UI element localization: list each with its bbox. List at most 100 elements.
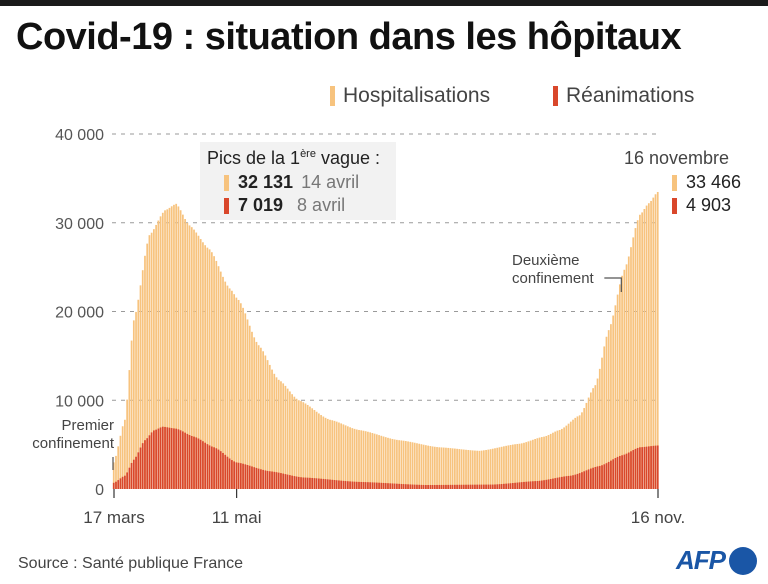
bar-reanimations xyxy=(326,479,329,489)
bar-hospitalisations xyxy=(166,209,169,490)
bar-hospitalisations xyxy=(503,446,505,489)
bar-reanimations xyxy=(309,477,311,489)
bar-reanimations xyxy=(518,482,521,489)
bar-hospitalisations xyxy=(273,373,276,489)
bar-hospitalisations xyxy=(558,429,561,489)
afp-logo: AFP xyxy=(676,545,757,576)
bar-reanimations xyxy=(329,479,331,489)
bar-hospitalisations xyxy=(369,432,372,489)
bar-reanimations xyxy=(358,481,360,489)
bar-reanimations xyxy=(355,481,358,489)
bar-reanimations xyxy=(150,432,153,489)
bar-reanimations xyxy=(202,441,204,489)
bar-reanimations xyxy=(561,476,563,489)
bar-hospitalisations xyxy=(282,383,285,489)
bar-hospitalisations xyxy=(625,264,628,489)
bar-reanimations xyxy=(224,454,227,489)
bar-reanimations xyxy=(478,484,481,489)
bar-reanimations xyxy=(257,468,260,489)
bar-hospitalisations xyxy=(146,243,149,489)
bar-reanimations xyxy=(409,484,412,489)
annotation-second-lockdown-line2: confinement xyxy=(512,270,594,287)
bar-reanimations xyxy=(186,433,189,489)
bar-hospitalisations xyxy=(516,443,519,489)
bar-hospitalisations xyxy=(578,415,581,489)
bar-hospitalisations xyxy=(465,449,467,489)
bar-hospitalisations xyxy=(219,271,222,489)
bar-hospitalisations xyxy=(197,235,200,489)
latest-swatch-hospitalisations xyxy=(672,174,677,191)
bar-hospitalisations xyxy=(333,420,336,489)
bar-reanimations xyxy=(255,467,258,489)
bar-reanimations xyxy=(585,470,588,489)
bar-reanimations xyxy=(210,446,213,489)
bar-hospitalisations xyxy=(378,435,380,489)
annotation-second-lockdown-line1: Deuxième xyxy=(512,252,580,269)
bar-hospitalisations xyxy=(318,413,320,489)
event-markers xyxy=(112,277,622,470)
bar-hospitalisations xyxy=(202,242,204,489)
bar-reanimations xyxy=(369,482,372,489)
bar-hospitalisations xyxy=(355,429,358,489)
bar-reanimations xyxy=(440,484,443,489)
bar-hospitalisations xyxy=(427,445,429,489)
bar-reanimations xyxy=(545,479,548,489)
bar-reanimations xyxy=(587,469,590,489)
bar-hospitalisations xyxy=(144,255,146,489)
y-axis-labels: 0 10 000 20 000 30 000 40 000 xyxy=(55,127,104,499)
bar-hospitalisations xyxy=(157,220,160,489)
bar-reanimations xyxy=(387,483,389,489)
bar-hospitalisations xyxy=(362,430,365,489)
bar-hospitalisations xyxy=(416,443,418,489)
bar-hospitalisations xyxy=(396,439,398,489)
bar-hospitalisations xyxy=(302,402,305,489)
bar-reanimations xyxy=(581,472,583,489)
bar-hospitalisations xyxy=(349,427,351,489)
bar-reanimations xyxy=(148,435,151,489)
bar-hospitalisations xyxy=(367,431,369,489)
bar-reanimations xyxy=(552,478,554,489)
bar-reanimations xyxy=(253,467,256,489)
bar-reanimations xyxy=(248,465,251,489)
bar-hospitalisations xyxy=(168,207,171,489)
bar-reanimations xyxy=(532,481,534,489)
bar-hospitalisations xyxy=(115,455,117,489)
bar-reanimations xyxy=(117,480,120,489)
bar-reanimations xyxy=(549,479,552,489)
bar-hospitalisations xyxy=(556,430,559,489)
peak-date-hospitalisations: 14 avril xyxy=(301,172,360,192)
bar-reanimations xyxy=(654,445,657,489)
bar-reanimations xyxy=(284,474,287,489)
bar-hospitalisations xyxy=(518,443,521,489)
bar-reanimations xyxy=(380,482,383,489)
bar-reanimations xyxy=(460,484,463,489)
bar-hospitalisations xyxy=(222,276,224,489)
bar-reanimations xyxy=(583,471,586,489)
bar-reanimations xyxy=(268,471,271,489)
bar-hospitalisations xyxy=(335,421,338,489)
bar-reanimations xyxy=(489,484,492,489)
bar-hospitalisations xyxy=(429,446,432,489)
bar-hospitalisations xyxy=(514,444,516,489)
bar-hospitalisations xyxy=(614,305,617,489)
bar-reanimations xyxy=(206,444,209,489)
bar-hospitalisations xyxy=(228,288,231,489)
bar-reanimations xyxy=(503,483,505,489)
bar-hospitalisations xyxy=(262,351,264,489)
bar-reanimations xyxy=(610,460,612,489)
bar-hospitalisations xyxy=(527,441,530,489)
bar-reanimations xyxy=(632,450,635,489)
bar-reanimations xyxy=(596,466,599,489)
bar-reanimations xyxy=(612,459,615,489)
bar-reanimations xyxy=(543,480,545,489)
bar-reanimations xyxy=(494,484,496,489)
bar-hospitalisations xyxy=(382,436,385,489)
bar-reanimations xyxy=(451,484,454,489)
bar-hospitalisations xyxy=(371,433,374,489)
bar-hospitalisations xyxy=(603,346,606,489)
bar-reanimations xyxy=(119,478,122,489)
bar-reanimations xyxy=(340,480,343,489)
bar-hospitalisations xyxy=(340,423,343,489)
bar-hospitalisations xyxy=(422,444,425,489)
bar-hospitalisations xyxy=(525,442,528,489)
